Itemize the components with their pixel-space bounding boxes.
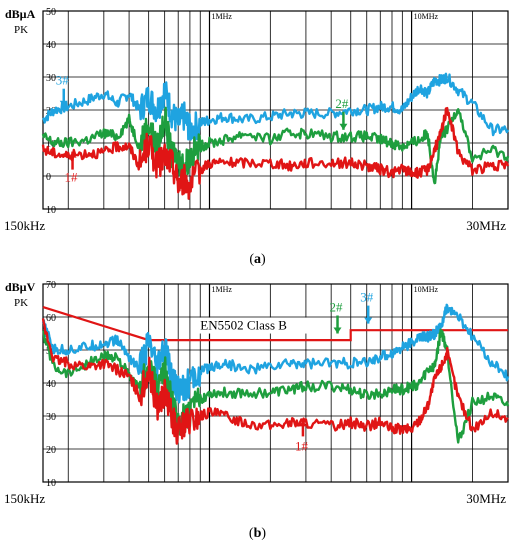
grid — [43, 10, 508, 210]
x-tick-label-150khz: 150kHz — [4, 491, 45, 506]
annotation-label: 1# — [65, 170, 79, 185]
y-tick-label: 10 — [46, 205, 56, 216]
y-tick-label: 30 — [46, 412, 56, 423]
caption-a: (a) — [249, 252, 266, 267]
series-line-1 — [41, 318, 509, 445]
unit-label: dBµV — [5, 280, 36, 294]
y-tick-label: 40 — [46, 379, 56, 390]
plot-frame — [42, 10, 509, 210]
y-tick-label: 10 — [46, 478, 56, 489]
y-tick-label: 20 — [46, 445, 56, 456]
annotation-label: 3# — [360, 290, 374, 305]
limit-label-bg — [196, 317, 309, 334]
limit-line-label: EN5502 Class B — [200, 318, 287, 333]
x-tick-label-30mhz: 30MHz — [466, 218, 506, 233]
detector-label: PK — [14, 24, 28, 36]
annotation-label: 2# — [330, 300, 344, 315]
y-tick-label: 40 — [46, 40, 56, 51]
annotation-label: 2# — [335, 96, 349, 111]
x-tick-label-1mhz: 1MHz — [211, 285, 232, 294]
detector-label: PK — [14, 297, 28, 309]
x-tick-label-30mhz: 30MHz — [466, 491, 506, 506]
x-tick-label-1mhz: 1MHz — [211, 12, 232, 21]
unit-label: dBµA — [5, 7, 36, 21]
series-line-3 — [41, 72, 510, 142]
caption-b: (b) — [248, 526, 267, 541]
caption-b-letter: b — [253, 526, 262, 541]
annotation-arrowhead — [298, 420, 307, 427]
series-line-3 — [41, 303, 510, 404]
annotation-arrowhead — [59, 100, 68, 107]
series-line-1 — [41, 106, 510, 200]
y-tick-label: 60 — [46, 313, 56, 324]
limit-line — [42, 306, 508, 342]
y-tick-label: 0 — [46, 172, 51, 183]
annotation-arrowhead — [339, 123, 348, 130]
x-tick-label-10mhz: 10MHz — [414, 285, 439, 294]
grid — [43, 283, 508, 483]
y-tick-label: 70 — [46, 280, 56, 291]
annotation-label: 3# — [56, 73, 69, 88]
annotation-arrowhead — [364, 317, 373, 324]
annotation-arrowhead — [68, 151, 77, 158]
x-tick-label-150khz: 150kHz — [4, 218, 45, 233]
annotation-label: 1# — [295, 438, 309, 453]
annotation-arrowhead — [333, 327, 342, 334]
series-line-2 — [41, 106, 510, 185]
plot-frame — [42, 283, 509, 483]
caption-a-letter: a — [254, 252, 261, 267]
x-tick-label-10mhz: 10MHz — [414, 12, 439, 21]
y-tick-label: 30 — [46, 73, 56, 84]
y-tick-label: 50 — [46, 7, 56, 18]
